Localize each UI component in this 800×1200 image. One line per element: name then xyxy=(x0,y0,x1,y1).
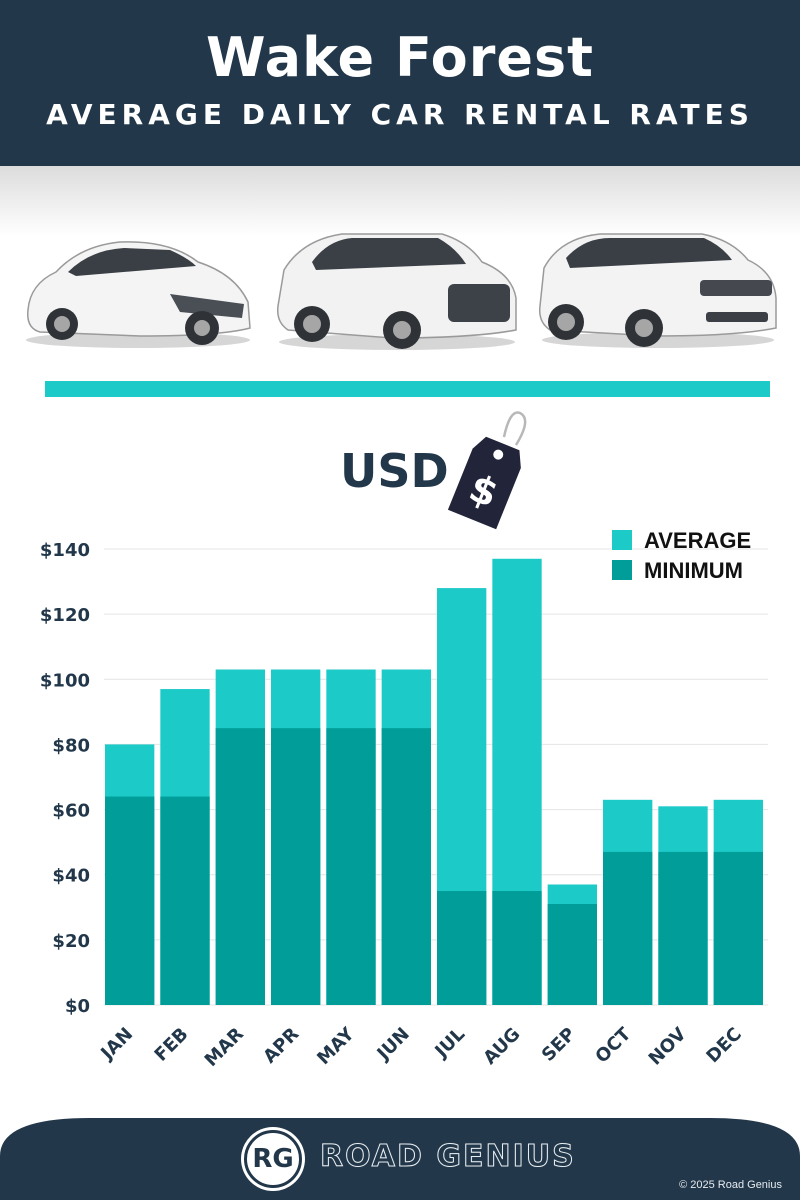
bar-minimum xyxy=(271,728,321,1005)
legend: AVERAGE MINIMUM xyxy=(612,528,751,583)
x-tick-label: JAN xyxy=(96,1024,138,1066)
bar-minimum xyxy=(215,728,265,1005)
y-tick-label: $40 xyxy=(52,866,90,887)
road-genius-logo: RG xyxy=(244,1130,302,1188)
grid-lines xyxy=(104,548,768,1006)
x-tick-label: SEP xyxy=(538,1024,580,1066)
x-tick-label: APR xyxy=(259,1024,303,1068)
bar-minimum xyxy=(492,891,542,1005)
page-subtitle: AVERAGE DAILY CAR RENTAL RATES xyxy=(46,98,754,131)
bar-minimum xyxy=(547,904,597,1005)
x-tick-label: DEC xyxy=(702,1024,745,1067)
bar-minimum xyxy=(603,851,653,1005)
bar-minimum xyxy=(326,728,376,1005)
y-tick-label: $100 xyxy=(40,670,90,691)
luxury-suv-car-image xyxy=(538,233,777,348)
bar-minimum xyxy=(437,891,487,1005)
bar-minimum xyxy=(105,796,155,1005)
price-tag-icon: $ xyxy=(447,411,527,530)
bar-minimum xyxy=(658,851,708,1005)
bar-minimum xyxy=(713,851,763,1005)
car-images-strip xyxy=(0,166,800,366)
rental-rates-chart: $0$20$40$60$80$100$120$140 JAN FEB MAR APR M… xyxy=(40,528,768,1071)
legend-swatch xyxy=(612,560,632,580)
legend-swatch xyxy=(612,530,632,550)
x-axis-labels: JAN FEB MAR APR MAY JUN JUL AUG SEP OCT NOV DEC xyxy=(96,1023,746,1071)
header-banner: Wake Forest AVERAGE DAILY CAR RENTAL RAT… xyxy=(0,0,800,166)
x-tick-label: NOV xyxy=(645,1024,691,1070)
brand-name: ROAD GENIUS xyxy=(320,1139,576,1175)
bars xyxy=(105,558,763,1005)
copyright-text: © 2025 Road Genius xyxy=(679,1179,782,1191)
y-tick-label: $20 xyxy=(52,931,90,952)
legend-label: MINIMUM xyxy=(644,558,743,583)
y-tick-label: $120 xyxy=(40,605,90,626)
y-tick-label: $80 xyxy=(52,735,90,756)
y-tick-label: $140 xyxy=(40,540,90,561)
page-title: Wake Forest xyxy=(206,26,594,89)
bar-minimum xyxy=(381,728,431,1005)
y-tick-label: $60 xyxy=(52,801,90,822)
footer xyxy=(0,1116,800,1200)
divider-bar xyxy=(45,381,770,397)
legend-label: AVERAGE xyxy=(644,528,751,553)
x-tick-label: MAY xyxy=(313,1023,359,1069)
x-tick-label: MAR xyxy=(201,1024,248,1071)
footer-background xyxy=(0,1118,800,1200)
bar-minimum xyxy=(160,796,210,1005)
x-tick-label: JUL xyxy=(430,1024,469,1063)
y-axis-labels: $0 $20 $40 $60 $80 $100 $120 $140 xyxy=(40,540,90,1017)
y-tick-label: $0 xyxy=(65,996,90,1017)
x-tick-label: JUN xyxy=(372,1024,414,1066)
hatchback-car-image xyxy=(26,241,251,348)
currency-label: USD xyxy=(340,444,449,498)
suv-car-image xyxy=(276,233,517,350)
x-tick-label: AUG xyxy=(479,1024,524,1069)
x-tick-label: FEB xyxy=(151,1024,193,1066)
x-tick-label: OCT xyxy=(592,1023,636,1067)
